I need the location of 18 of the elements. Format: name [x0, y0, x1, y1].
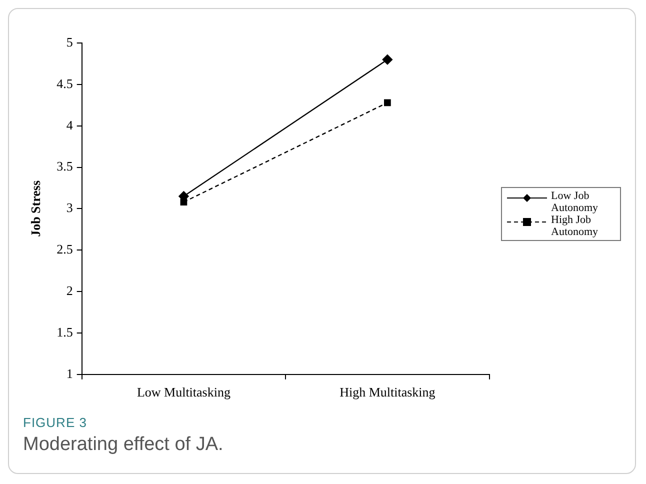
- point: [382, 54, 393, 65]
- y-tick-label: 3.5: [56, 158, 73, 174]
- caption: FIGURE 3: [23, 415, 88, 430]
- y-tick-label: 2: [66, 282, 73, 298]
- text: Moderating effect of JA.: [23, 434, 224, 456]
- x-tick-label: Low Multitasking: [136, 384, 231, 400]
- y-tick-label: 1: [66, 366, 73, 381]
- y-tick-label: 2.5: [56, 242, 73, 257]
- y-axis-title: Job Stress: [28, 180, 44, 237]
- legend-label: High Job Autonomy: [551, 214, 600, 238]
- legend-label: Low Job Autonomy: [551, 190, 600, 214]
- y-tick-label: 4.5: [56, 76, 73, 91]
- point: [384, 99, 391, 106]
- y-tick-label: 1.5: [56, 324, 73, 340]
- x-tick-label: High Multitasking: [340, 384, 436, 400]
- y-tick-label: 5: [66, 34, 73, 50]
- y-tick-label: 4: [66, 117, 74, 132]
- y-tick-label: 3: [66, 200, 73, 216]
